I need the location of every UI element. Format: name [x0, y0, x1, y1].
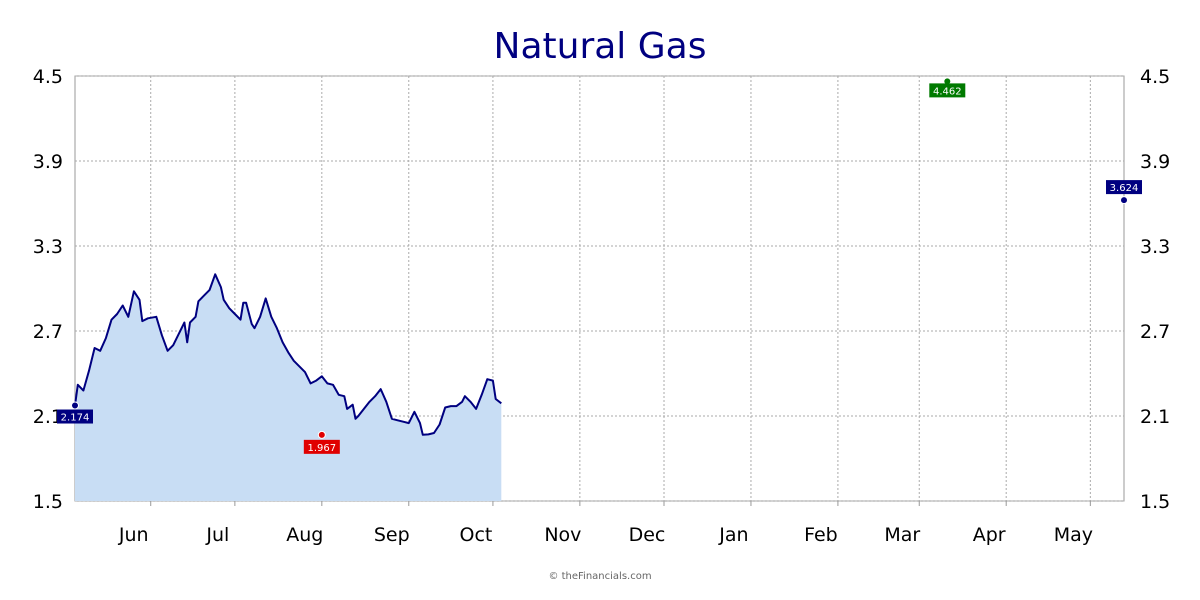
x-tick-label: Oct	[459, 524, 492, 546]
series-area	[74, 273, 502, 501]
annotations: 2.174 1.967 4.462 3.624	[57, 77, 1142, 454]
x-tick-label: Mar	[884, 524, 920, 546]
x-tick-label: Sep	[374, 524, 410, 546]
min-label-bg	[303, 439, 340, 454]
x-tick-label: Jul	[205, 524, 229, 546]
min-marker	[317, 430, 326, 439]
x-tick-label: Apr	[973, 524, 1006, 546]
x-tick-label: Aug	[286, 524, 323, 546]
y-tick-label-left: 2.7	[33, 321, 63, 343]
y-tick-label-right: 1.5	[1140, 491, 1170, 513]
chart-title: Natural Gas	[494, 26, 707, 67]
x-tick-label: Jan	[718, 524, 748, 546]
y-tick-label-right: 3.9	[1140, 151, 1170, 173]
y-tick-label-left: 4.5	[33, 66, 63, 88]
y-tick-label-left: 2.1	[33, 406, 63, 428]
min-label: 1.967	[308, 443, 337, 454]
end-marker	[1120, 196, 1128, 205]
y-tick-label-right: 4.5	[1140, 66, 1170, 88]
series-line	[74, 273, 502, 436]
start-label: 2.174	[61, 413, 90, 424]
start-label-bg	[57, 409, 93, 424]
x-tick-label: May	[1054, 524, 1093, 546]
x-tick-label: Nov	[544, 524, 581, 546]
axes: 1.5 1.5 2.1 2.1 2.7 2.7 3.3 3.3 3.9 3.9 4.5 4.5 Jun J…	[33, 66, 1170, 546]
x-tick-label: Dec	[629, 524, 666, 546]
x-tick-label: Feb	[804, 524, 838, 546]
start-marker	[71, 401, 79, 410]
y-tick-label-right: 2.1	[1140, 406, 1170, 428]
series-fill	[75, 274, 502, 501]
credit-text: © theFinancials.com	[548, 571, 651, 582]
max-label-bg	[929, 83, 966, 98]
max-label: 4.462	[933, 86, 962, 97]
y-tick-label-left: 1.5	[33, 491, 63, 513]
y-tick-label-right: 3.3	[1140, 236, 1170, 258]
y-tick-label-left: 3.3	[33, 236, 63, 258]
x-tick-label: Jun	[118, 524, 149, 546]
y-tick-label-left: 3.9	[33, 151, 63, 173]
end-label: 3.624	[1110, 183, 1139, 194]
y-tick-label-right: 2.7	[1140, 321, 1170, 343]
end-label-bg	[1106, 180, 1142, 195]
